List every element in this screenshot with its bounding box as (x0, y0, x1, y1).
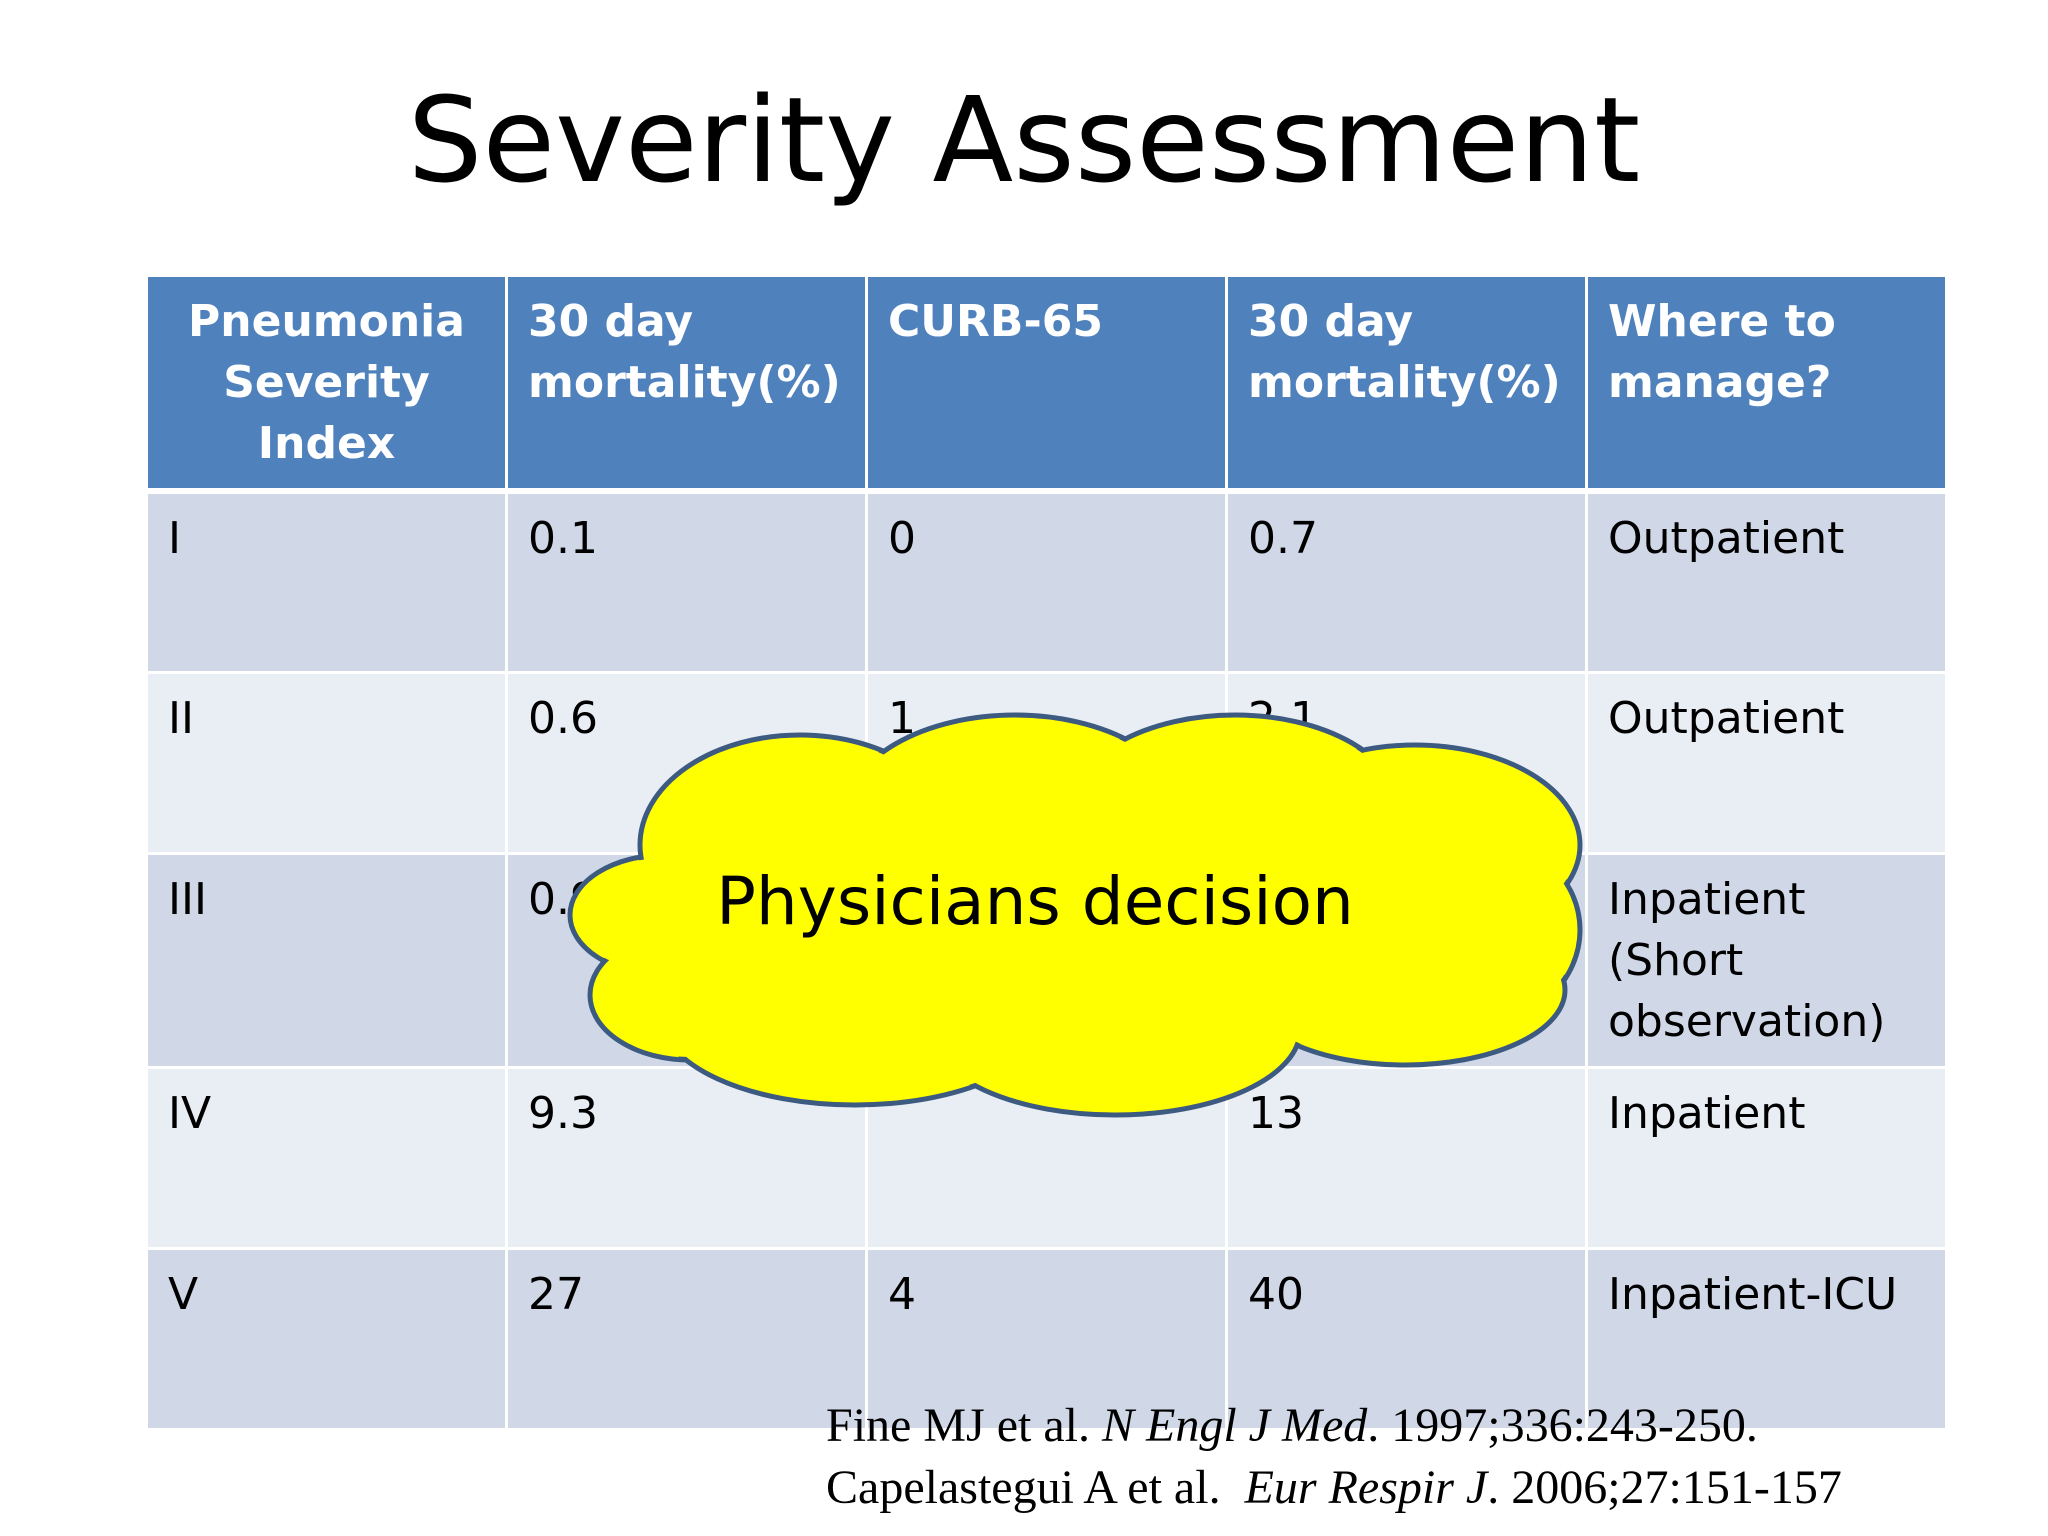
cell-psi: I (145, 489, 508, 674)
header-curb65-mortality: 30 day mortality(%) (1225, 274, 1588, 494)
table-row: V 27 4 40 Inpatient-ICU (145, 1246, 1948, 1431)
cell-psi: IV (145, 1065, 508, 1250)
cell-psi-mortality: 27 (505, 1246, 868, 1431)
cell-curb65-mortality: 40 (1225, 1246, 1588, 1431)
reference-1-details: 1997;336:243-250. (1391, 1399, 1758, 1452)
cell-where-to-manage: Inpatient-ICU (1585, 1246, 1948, 1431)
cell-where-to-manage: Inpatient (Short observation) (1585, 851, 1948, 1069)
cell-curb65-mortality: 13 (1225, 1065, 1588, 1250)
cloud-callout-shape (567, 712, 1583, 1118)
table-row: I 0.1 0 0.7 Outpatient (145, 489, 1948, 674)
header-psi: Pneumonia Severity Index (145, 274, 508, 494)
references: Fine MJ et al. N Engl J Med. 1997;336:24… (826, 1395, 1842, 1519)
reference-2-authors: Capelastegui A et al. (826, 1461, 1221, 1514)
cell-psi: III (145, 851, 508, 1069)
reference-2-journal: Eur Respir J (1244, 1461, 1488, 1514)
cell-psi-mortality: 0.1 (505, 489, 868, 674)
cell-psi: II (145, 670, 508, 855)
table-header-row: Pneumonia Severity Index 30 day mortalit… (145, 274, 1948, 494)
reference-2-details: 2006;27:151-157 (1511, 1461, 1842, 1514)
cell-psi: V (145, 1246, 508, 1431)
reference-2: Capelastegui A et al. Eur Respir J. 2006… (826, 1461, 1842, 1514)
cell-curb65: 0 (865, 489, 1228, 674)
reference-1: Fine MJ et al. N Engl J Med. 1997;336:24… (826, 1399, 1758, 1452)
cell-curb65: 4 (865, 1246, 1228, 1431)
cell-where-to-manage: Outpatient (1585, 670, 1948, 855)
header-psi-mortality: 30 day mortality(%) (505, 274, 868, 494)
header-curb65: CURB-65 (865, 274, 1228, 494)
cell-where-to-manage: Inpatient (1585, 1065, 1948, 1250)
cell-where-to-manage: Outpatient (1585, 489, 1948, 674)
reference-1-authors: Fine MJ et al. (826, 1399, 1090, 1452)
header-where-to-manage: Where to manage? (1585, 274, 1948, 494)
cell-curb65-mortality: 0.7 (1225, 489, 1588, 674)
slide-title: Severity Assessment (407, 71, 1641, 209)
callout-text: Physicians decision (716, 863, 1354, 940)
reference-1-journal: N Engl J Med (1101, 1399, 1368, 1452)
